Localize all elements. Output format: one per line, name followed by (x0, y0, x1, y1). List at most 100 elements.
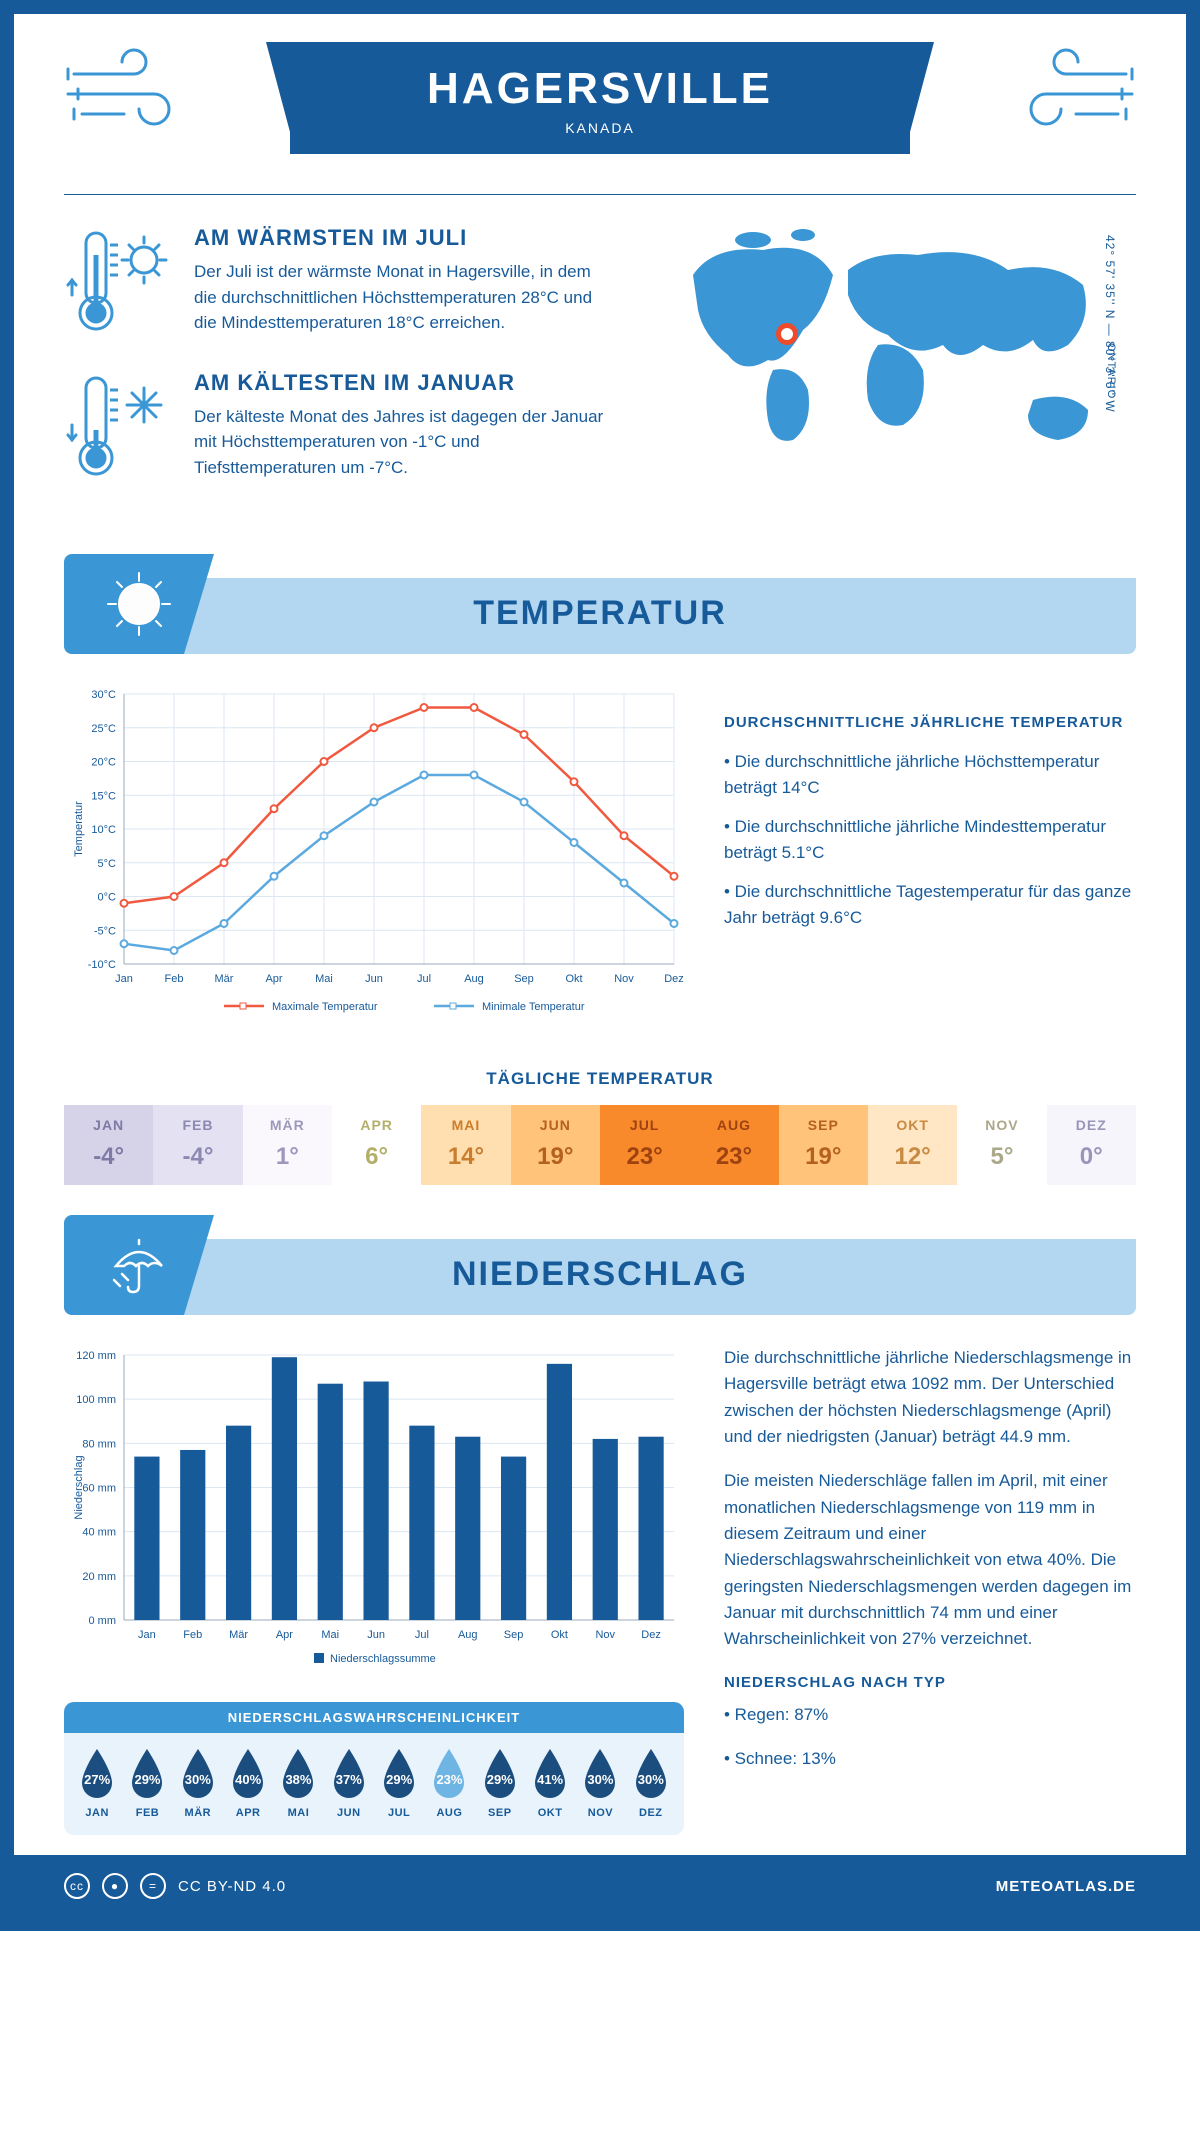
raindrop-icon: 29% (378, 1747, 420, 1801)
raindrop-icon: 30% (630, 1747, 672, 1801)
section-title: TEMPERATUR (64, 554, 1136, 654)
svg-text:60 mm: 60 mm (82, 1483, 116, 1495)
daily-temp-cell: JUN19° (511, 1105, 600, 1185)
stat-bullet: • Die durchschnittliche jährliche Mindes… (724, 814, 1136, 865)
temperature-line-chart: -10°C-5°C0°C5°C10°C15°C20°C25°C30°CJanFe… (64, 684, 684, 1029)
raindrop-icon: 38% (277, 1747, 319, 1801)
svg-text:20°C: 20°C (91, 757, 116, 769)
world-map: 42° 57' 35'' N — 80° 3' 5'' W ONTARIO (640, 225, 1136, 514)
daily-temp-cell: JUL23° (600, 1105, 689, 1185)
raindrop-icon: 29% (126, 1747, 168, 1801)
by-icon: ● (102, 1873, 128, 1899)
license-block: cc ● = CC BY-ND 4.0 (64, 1873, 286, 1899)
svg-text:10°C: 10°C (91, 824, 116, 836)
precip-type-bullet: • Regen: 87% (724, 1702, 1136, 1728)
svg-text:100 mm: 100 mm (76, 1394, 116, 1406)
raindrop-icon: 41% (529, 1747, 571, 1801)
svg-text:Apr: Apr (265, 973, 282, 985)
daily-temp-cell: APR6° (332, 1105, 421, 1185)
cc-icon: cc (64, 1873, 90, 1899)
raindrop-icon: 37% (328, 1747, 370, 1801)
raindrop-icon: 23% (428, 1747, 470, 1801)
precip-type-bullet: • Schnee: 13% (724, 1746, 1136, 1772)
precip-probability-box: NIEDERSCHLAGSWAHRSCHEINLICHKEIT 27% JAN … (64, 1702, 684, 1835)
svg-text:Maximale Temperatur: Maximale Temperatur (272, 1001, 378, 1013)
precip-prob-cell: 29% JUL (376, 1747, 422, 1819)
svg-text:25°C: 25°C (91, 723, 116, 735)
wind-icon (1016, 44, 1136, 134)
svg-text:Sep: Sep (514, 973, 534, 985)
prob-title: NIEDERSCHLAGSWAHRSCHEINLICHKEIT (64, 1702, 684, 1733)
precip-prob-cell: 23% AUG (426, 1747, 472, 1819)
precip-prob-cell: 30% MÄR (175, 1747, 221, 1819)
svg-text:120 mm: 120 mm (76, 1350, 116, 1362)
svg-text:Jan: Jan (115, 973, 133, 985)
province-label: ONTARIO (1105, 343, 1117, 399)
warmest-fact: AM WÄRMSTEN IM JULI Der Juli ist der wär… (64, 225, 610, 336)
daily-temp-table: JAN-4°FEB-4°MÄR1°APR6°MAI14°JUN19°JUL23°… (64, 1105, 1136, 1185)
svg-text:30°C: 30°C (91, 689, 116, 701)
precip-bar-chart: 0 mm20 mm40 mm60 mm80 mm100 mm120 mmNied… (64, 1345, 684, 1680)
stat-bullet: • Die durchschnittliche Tagestemperatur … (724, 879, 1136, 930)
svg-text:Temperatur: Temperatur (73, 801, 85, 857)
precip-prob-cell: 37% JUN (326, 1747, 372, 1819)
daily-temp-title: TÄGLICHE TEMPERATUR (14, 1069, 1186, 1089)
svg-text:80 mm: 80 mm (82, 1438, 116, 1450)
precip-paragraph: Die durchschnittliche jährliche Niedersc… (724, 1345, 1136, 1450)
svg-text:5°C: 5°C (98, 858, 117, 870)
svg-text:Nov: Nov (614, 973, 634, 985)
site-name: METEOATLAS.DE (996, 1878, 1136, 1895)
raindrop-icon: 30% (177, 1747, 219, 1801)
svg-text:Niederschlagssumme: Niederschlagssumme (330, 1653, 436, 1665)
svg-text:Mai: Mai (321, 1629, 339, 1641)
daily-temp-cell: FEB-4° (153, 1105, 242, 1185)
daily-temp-cell: JAN-4° (64, 1105, 153, 1185)
coldest-text: Der kälteste Monat des Jahres ist dagege… (194, 404, 610, 481)
daily-temp-cell: MAI14° (421, 1105, 510, 1185)
wind-icon (64, 44, 184, 134)
svg-text:Jun: Jun (365, 973, 383, 985)
stat-bullet: • Die durchschnittliche jährliche Höchst… (724, 749, 1136, 800)
title-banner: HAGERSVILLE KANADA (290, 42, 910, 154)
svg-text:0 mm: 0 mm (89, 1615, 117, 1627)
precip-prob-cell: 41% OKT (527, 1747, 573, 1819)
svg-text:Mär: Mär (215, 973, 234, 985)
svg-text:Jan: Jan (138, 1629, 156, 1641)
thermometer-snow-icon (64, 370, 174, 480)
svg-text:-10°C: -10°C (88, 959, 116, 971)
daily-temp-cell: AUG23° (689, 1105, 778, 1185)
world-map-svg (673, 225, 1103, 455)
precip-prob-cell: 30% NOV (577, 1747, 623, 1819)
warmest-title: AM WÄRMSTEN IM JULI (194, 225, 610, 251)
daily-temp-cell: NOV5° (957, 1105, 1046, 1185)
coldest-title: AM KÄLTESTEN IM JANUAR (194, 370, 610, 396)
svg-text:Jun: Jun (367, 1629, 385, 1641)
thermometer-sun-icon (64, 225, 174, 335)
page-header: HAGERSVILLE KANADA (14, 14, 1186, 174)
precip-section-header: NIEDERSCHLAG (64, 1215, 1136, 1315)
svg-text:Nov: Nov (595, 1629, 615, 1641)
raindrop-icon: 29% (479, 1747, 521, 1801)
svg-text:Sep: Sep (504, 1629, 524, 1641)
svg-text:15°C: 15°C (91, 790, 116, 802)
svg-text:40 mm: 40 mm (82, 1527, 116, 1539)
daily-temp-cell: SEP19° (779, 1105, 868, 1185)
svg-text:Jul: Jul (417, 973, 431, 985)
raindrop-icon: 27% (76, 1747, 118, 1801)
divider (64, 194, 1136, 195)
svg-text:Mai: Mai (315, 973, 333, 985)
temperature-stats: DURCHSCHNITTLICHE JÄHRLICHE TEMPERATUR •… (724, 684, 1136, 1029)
precip-paragraph: Die meisten Niederschläge fallen im Apri… (724, 1468, 1136, 1652)
daily-temp-cell: MÄR1° (243, 1105, 332, 1185)
svg-text:Minimale Temperatur: Minimale Temperatur (482, 1001, 585, 1013)
svg-text:Mär: Mär (229, 1629, 248, 1641)
svg-text:0°C: 0°C (98, 892, 117, 904)
svg-text:Aug: Aug (464, 973, 484, 985)
precip-text: Die durchschnittliche jährliche Niedersc… (724, 1345, 1136, 1835)
daily-temp-cell: DEZ0° (1047, 1105, 1136, 1185)
location-marker (776, 323, 798, 345)
warmest-text: Der Juli ist der wärmste Monat in Hagers… (194, 259, 610, 336)
svg-text:Feb: Feb (165, 973, 184, 985)
city-title: HAGERSVILLE (290, 64, 910, 114)
svg-text:Jul: Jul (415, 1629, 429, 1641)
